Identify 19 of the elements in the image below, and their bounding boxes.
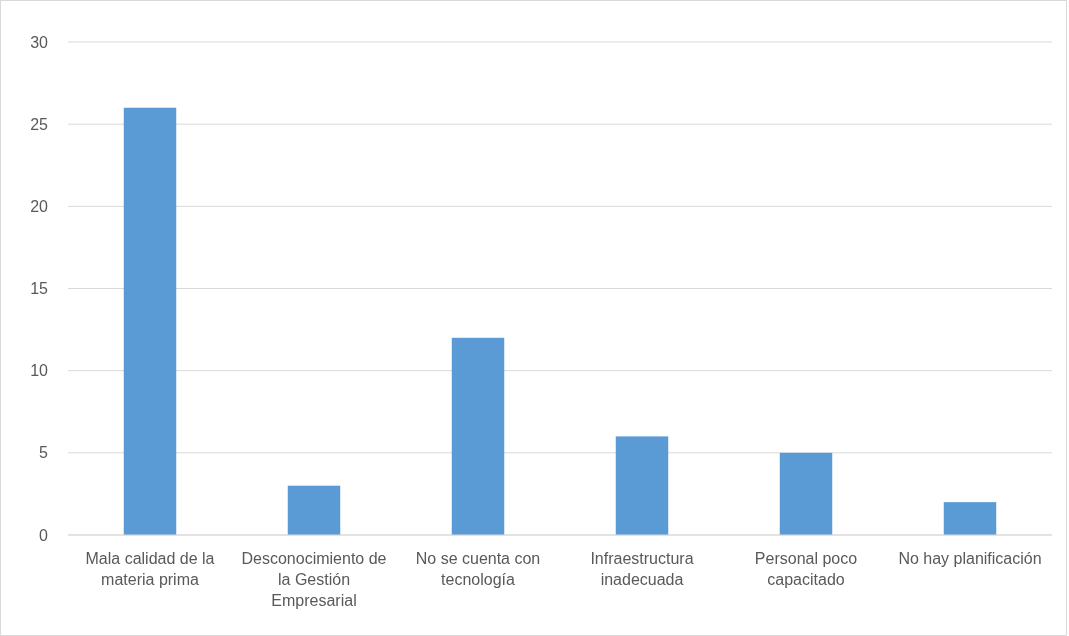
bar bbox=[123, 107, 177, 535]
bar bbox=[779, 452, 833, 535]
y-tick-label: 10 bbox=[30, 362, 49, 380]
y-tick-label: 15 bbox=[30, 280, 49, 298]
x-tick-label: No hay planificación bbox=[898, 550, 1042, 568]
y-tick-label: 0 bbox=[39, 526, 49, 544]
bar bbox=[615, 436, 669, 535]
x-tick-label: Desconocimiento de la Gestión Empresarial bbox=[241, 550, 387, 609]
x-tick-label: No se cuenta con tecnología bbox=[415, 550, 541, 589]
x-tick-label: Personal poco capacitado bbox=[754, 550, 858, 589]
y-tick-label: 20 bbox=[30, 197, 49, 215]
y-tick-label: 25 bbox=[30, 115, 49, 133]
y-tick-label: 5 bbox=[39, 444, 49, 462]
bar bbox=[287, 485, 341, 535]
bar bbox=[943, 502, 997, 535]
y-tick-label: 30 bbox=[30, 33, 49, 51]
x-tick-label: Mala calidad de la materia prima bbox=[85, 550, 215, 589]
x-tick-label: Infraestructura inadecuada bbox=[590, 550, 694, 589]
bar bbox=[451, 337, 505, 535]
